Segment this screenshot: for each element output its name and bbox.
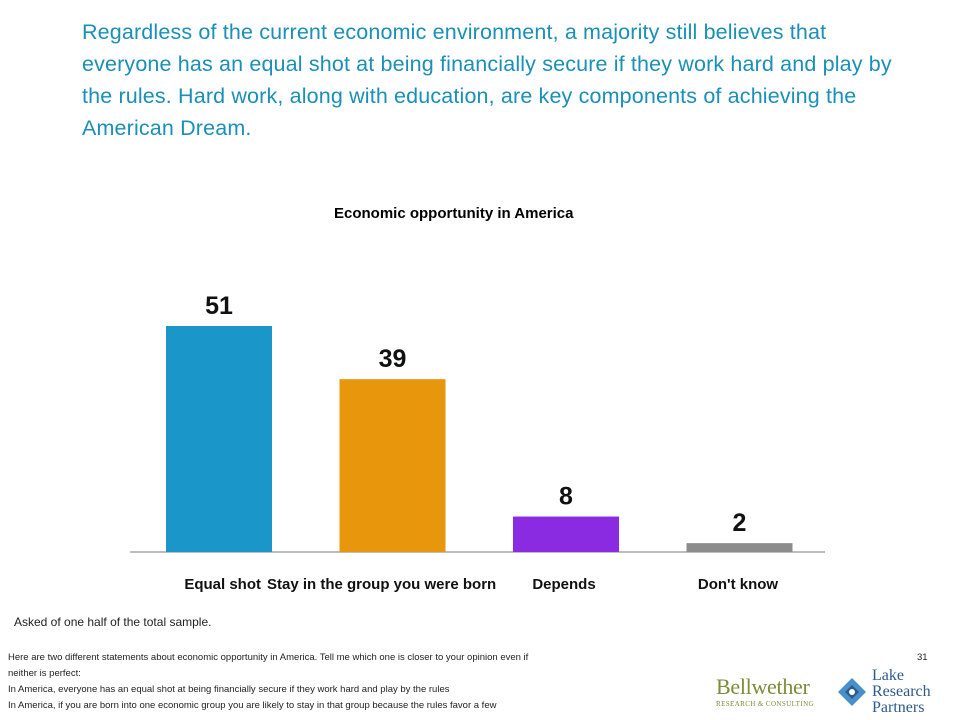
category-label: Depends <box>532 576 595 593</box>
lake-research-logo: Lake Research Partners <box>834 668 956 718</box>
question-footnote: Here are two different statements about … <box>8 650 708 714</box>
bar-value-label: 51 <box>205 292 233 320</box>
lake-logo-line: Partners <box>872 699 925 716</box>
bellwether-logo-name: Bellwether <box>716 674 810 699</box>
footnote-line: Here are two different statements about … <box>8 652 529 663</box>
puzzle-mark-icon <box>838 678 866 706</box>
bar-value-label: 8 <box>559 483 573 511</box>
chart-title: Economic opportunity in America <box>334 205 574 222</box>
headline: Regardless of the current economic envir… <box>82 20 892 140</box>
footnote-line: neither is perfect: <box>8 668 81 679</box>
bar-0 <box>166 326 272 552</box>
page-number: 31 <box>917 652 928 663</box>
bar-value-label: 2 <box>733 509 747 537</box>
category-label: Stay in the group you were born <box>267 576 496 593</box>
bellwether-logo: Bellwether RESEARCH & CONSULTING <box>716 676 826 714</box>
sample-note: Asked of one half of the total sample. <box>14 615 212 629</box>
lake-logo-line: Research <box>872 683 931 700</box>
bar-1 <box>339 379 446 552</box>
category-label: Equal shot <box>184 576 261 593</box>
lake-research-logo-text: Lake Research Partners <box>872 668 931 716</box>
bar-2 <box>513 516 619 552</box>
bar-value-label: 39 <box>379 345 407 373</box>
lake-logo-line: Lake <box>872 667 904 684</box>
bellwether-logo-subtitle: RESEARCH & CONSULTING <box>716 700 814 708</box>
bar-3 <box>686 543 793 552</box>
bar-chart: 51 39 8 2 Equal shot Stay in the group you we… <box>130 292 825 593</box>
footnote-line: In America, if you are born into one eco… <box>8 700 497 711</box>
footnote-line: In America, everyone has an equal shot a… <box>8 684 450 695</box>
category-label: Don't know <box>698 576 779 593</box>
